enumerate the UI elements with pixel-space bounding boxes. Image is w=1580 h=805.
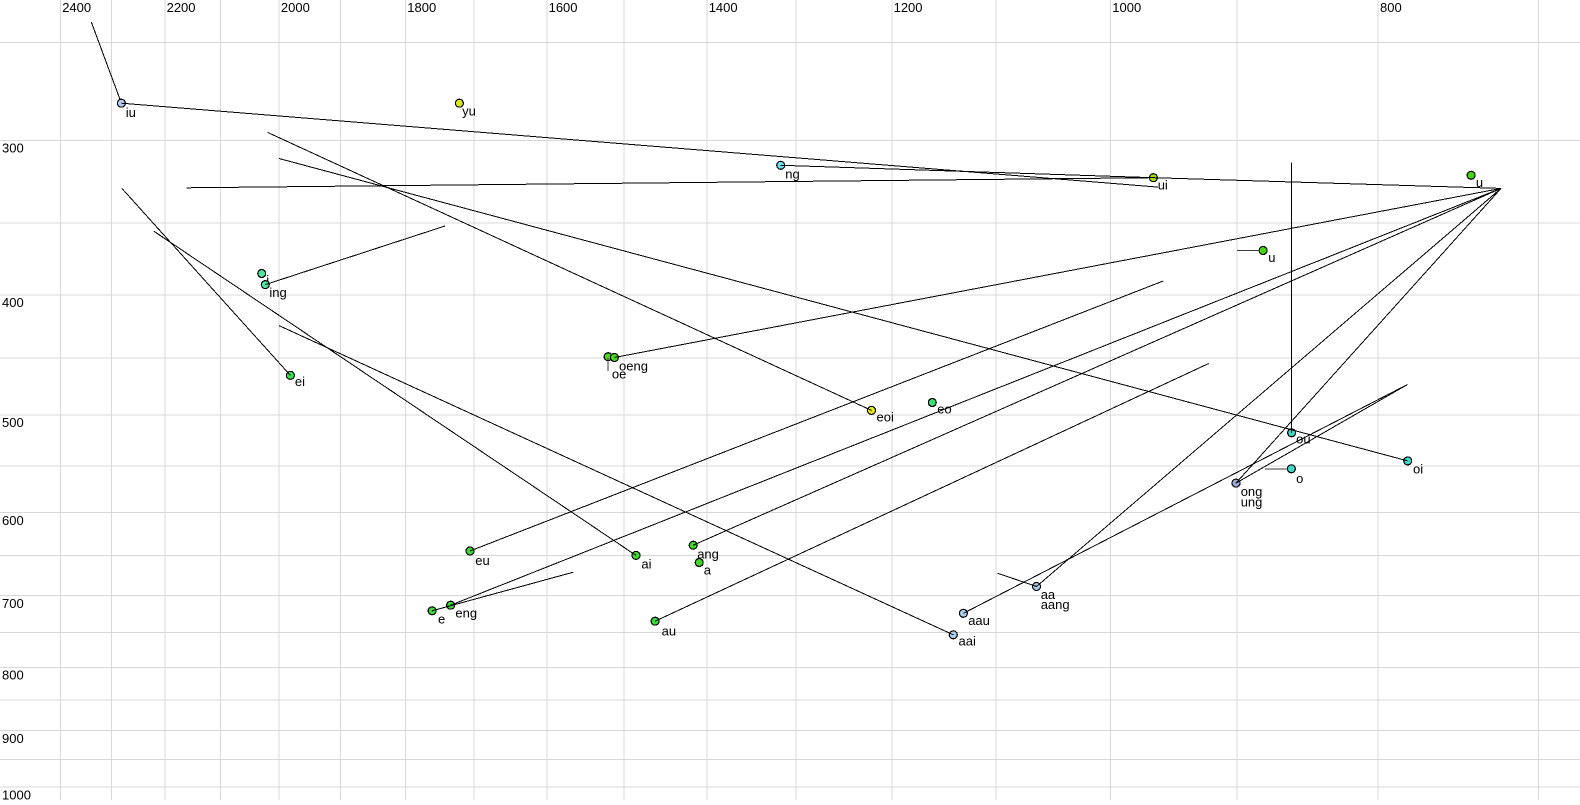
- svg-text:a: a: [704, 563, 712, 578]
- svg-text:ang: ang: [697, 547, 719, 562]
- svg-text:500: 500: [2, 415, 24, 430]
- svg-text:ing: ing: [269, 285, 286, 300]
- svg-text:yu: yu: [462, 104, 476, 119]
- svg-text:ai: ai: [641, 557, 651, 572]
- svg-text:1200: 1200: [894, 0, 923, 15]
- svg-text:eu: eu: [475, 553, 489, 568]
- svg-text:900: 900: [2, 731, 24, 746]
- svg-text:400: 400: [2, 295, 24, 310]
- svg-text:800: 800: [2, 668, 24, 683]
- svg-text:aau: aau: [968, 613, 990, 628]
- svg-text:o: o: [1296, 471, 1303, 486]
- svg-text:eng: eng: [455, 606, 477, 621]
- svg-text:eoi: eoi: [877, 410, 894, 425]
- svg-text:800: 800: [1380, 0, 1402, 15]
- svg-text:1000: 1000: [2, 788, 31, 801]
- svg-text:oi: oi: [1413, 462, 1423, 477]
- svg-text:iu: iu: [126, 105, 136, 120]
- svg-text:ei: ei: [295, 374, 305, 389]
- svg-text:2000: 2000: [281, 0, 310, 15]
- svg-text:au: au: [662, 624, 676, 639]
- svg-text:e: e: [438, 612, 445, 627]
- svg-text:ung: ung: [1241, 495, 1263, 510]
- svg-text:1800: 1800: [407, 0, 436, 15]
- svg-text:2400: 2400: [62, 0, 91, 15]
- svg-text:ng: ng: [785, 167, 799, 182]
- svg-text:aang: aang: [1041, 597, 1070, 612]
- svg-text:ui: ui: [1158, 178, 1168, 193]
- svg-text:aai: aai: [959, 634, 976, 649]
- svg-text:300: 300: [2, 141, 24, 156]
- svg-text:ong: ong: [1241, 484, 1263, 499]
- svg-text:u: u: [1268, 250, 1275, 265]
- svg-text:700: 700: [2, 596, 24, 611]
- svg-text:2200: 2200: [167, 0, 196, 15]
- svg-text:aa: aa: [1041, 587, 1056, 602]
- svg-text:600: 600: [2, 513, 24, 528]
- svg-text:1400: 1400: [709, 0, 738, 15]
- svg-text:u: u: [1476, 175, 1483, 190]
- svg-text:i: i: [266, 273, 269, 288]
- svg-text:oeng: oeng: [619, 359, 648, 374]
- svg-text:oe: oe: [612, 367, 626, 382]
- svg-text:1000: 1000: [1112, 0, 1141, 15]
- svg-text:1600: 1600: [549, 0, 578, 15]
